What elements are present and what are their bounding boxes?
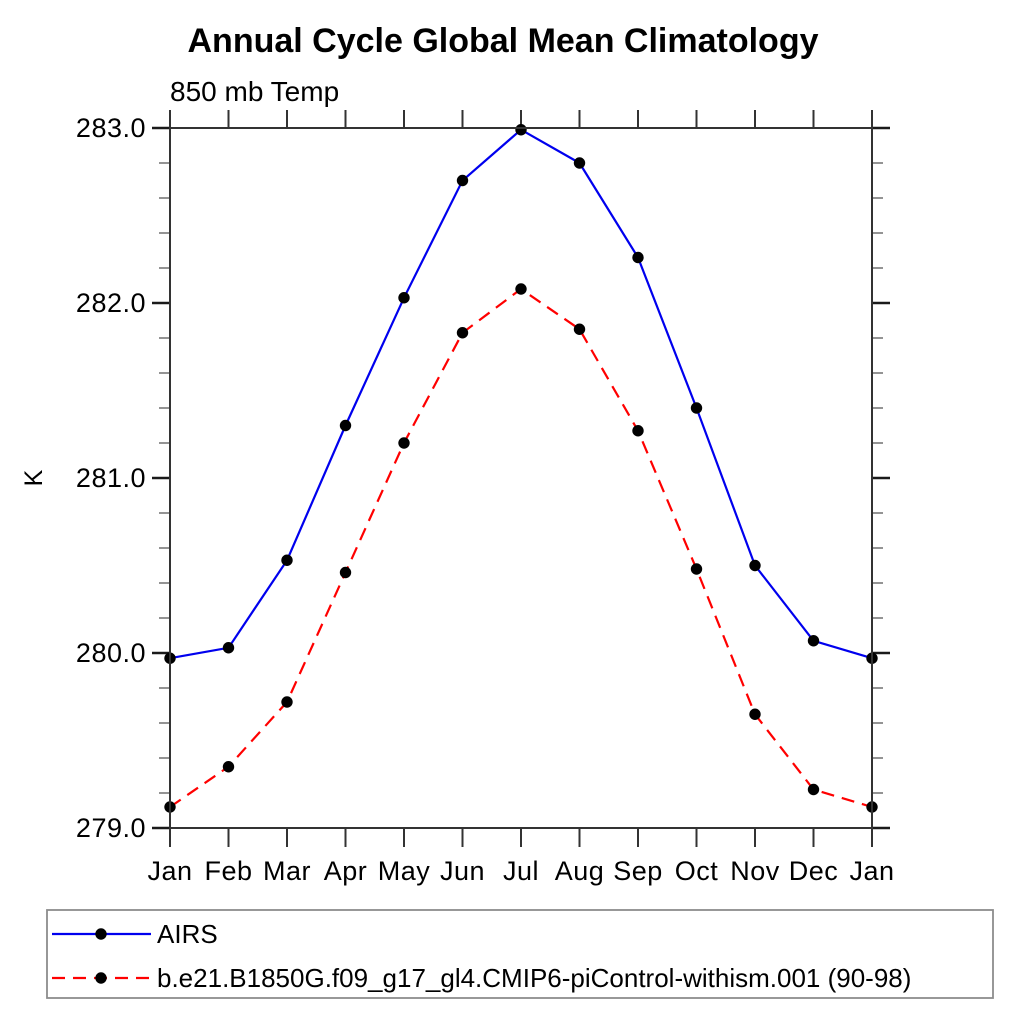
data-point-marker [339,419,352,432]
legend: AIRS b.e21.B1850G.f09_g17_gl4.CMIP6-piCo… [46,909,994,999]
data-point-marker [749,708,761,720]
data-point-marker [398,437,410,449]
data-point-marker [281,696,293,708]
x-axis-ticks [169,110,873,847]
y-axis-tick-labels: 279.0 280.0 281.0 282.0 283.0 [76,113,146,843]
chart-title: Annual Cycle Global Mean Climatology [188,22,819,60]
data-point-marker [515,283,527,295]
y-tick-label: 279.0 [76,813,146,843]
data-point-marker [690,563,703,575]
series-line [169,287,873,809]
data-point-marker [456,327,469,339]
data-point-marker [573,157,586,169]
x-tick-label: Sep [613,856,663,886]
x-tick-label: Jul [503,856,539,886]
legend-entry-airs: AIRS [52,919,218,949]
data-point-marker [632,425,644,437]
series-airs [164,124,878,664]
x-tick-label: Apr [324,856,368,886]
data-point-marker [807,783,820,796]
y-tick-label: 283.0 [76,113,146,143]
x-tick-label: Jan [849,856,894,886]
data-point-marker [339,566,352,579]
y-axis-major-ticks [152,126,890,830]
x-tick-label: Aug [555,856,605,886]
legend-marker-airs [95,928,107,940]
x-tick-label: Jun [440,856,485,886]
legend-box [46,909,994,999]
series-model [164,283,878,813]
data-point-marker [222,761,235,773]
data-point-marker [281,554,293,566]
legend-label-airs: AIRS [157,919,218,949]
x-axis-tick-labels: Jan Feb Mar Apr May Jun Jul Aug Sep Oct Nov Dec Jan [147,856,894,886]
data-point-marker [573,323,586,335]
data-point-marker [749,559,761,572]
data-point-marker [632,251,644,264]
y-tick-label: 282.0 [76,288,146,318]
data-point-marker [807,635,820,647]
data-point-marker [222,642,235,654]
plot-frame [169,127,873,829]
data-series [164,124,878,813]
y-axis-title: K [20,469,48,486]
x-tick-label: Jan [147,856,192,886]
x-tick-label: Mar [263,856,311,886]
legend-marker-model [95,972,107,984]
x-tick-label: Oct [675,856,719,886]
x-tick-label: May [378,856,431,886]
x-tick-label: Feb [204,856,252,886]
series-line [169,128,873,660]
chart-subtitle: 850 mb Temp [170,76,339,107]
y-tick-label: 280.0 [76,638,146,668]
data-point-marker [690,402,703,414]
legend-entry-model: b.e21.B1850G.f09_g17_gl4.CMIP6-piControl… [52,963,911,993]
x-tick-label: Nov [730,856,780,886]
x-tick-label: Dec [789,856,839,886]
y-axis-minor-ticks [159,162,883,794]
data-point-marker [398,292,410,304]
data-point-marker [515,124,527,136]
legend-label-model: b.e21.B1850G.f09_g17_gl4.CMIP6-piControl… [157,963,911,993]
y-tick-label: 281.0 [76,463,146,493]
data-point-marker [456,174,469,187]
